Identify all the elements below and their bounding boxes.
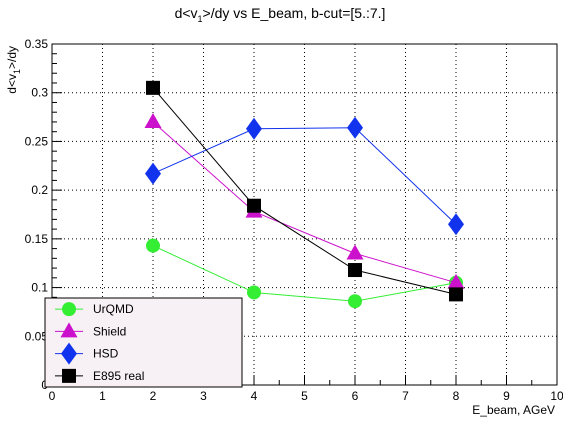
x-tick-label: 2 xyxy=(150,389,157,403)
x-tick-label: 9 xyxy=(503,389,510,403)
series-hsd xyxy=(145,116,464,236)
legend-label-urqmd: UrQMD xyxy=(93,302,134,316)
data-point-hsd xyxy=(246,117,262,140)
data-point-urqmd xyxy=(247,285,261,300)
data-point-hsd xyxy=(347,116,363,139)
legend-marker-shield xyxy=(60,322,78,338)
x-tick-label: 7 xyxy=(402,389,409,403)
series-e895-real xyxy=(146,80,463,302)
data-point-e895-real xyxy=(449,287,463,302)
data-point-e895-real xyxy=(146,80,160,95)
series-line-shield xyxy=(152,121,457,284)
y-tick-label: 0.25 xyxy=(25,134,49,148)
data-point-e895-real xyxy=(247,198,261,213)
legend-marker-e895-real xyxy=(62,368,76,383)
data-point-shield xyxy=(447,273,465,289)
y-tick-label: 0.35 xyxy=(25,37,49,51)
axes: 01234567891000.050.10.150.20.250.30.35 xyxy=(25,37,563,403)
legend: UrQMD Shield HSD E895 real xyxy=(44,297,243,388)
x-tick-label: 3 xyxy=(200,389,207,403)
y-tick-label: 0.05 xyxy=(25,329,49,343)
x-tick-label: 5 xyxy=(301,389,308,403)
series-line-urqmd xyxy=(152,245,457,302)
legend-label-e895-real: E895 real xyxy=(93,369,144,383)
y-axis-label: d<v1>/dy xyxy=(5,46,22,94)
x-tick-label: 4 xyxy=(251,389,258,403)
data-point-urqmd xyxy=(348,294,362,309)
y-tick-label: 0.15 xyxy=(25,232,49,246)
legend-marker-hsd xyxy=(61,342,77,365)
x-axis-label: E_beam, AGeV xyxy=(472,403,555,417)
data-point-shield xyxy=(144,112,162,128)
y-tick-label: 0.1 xyxy=(31,281,48,295)
data-point-urqmd xyxy=(146,238,160,253)
legend-label-shield: Shield xyxy=(93,324,126,338)
data-point-hsd xyxy=(145,162,161,185)
y-tick-label: 0.3 xyxy=(31,86,48,100)
legend-label-hsd: HSD xyxy=(93,347,119,361)
x-tick-label: 1 xyxy=(99,389,106,403)
legend-box xyxy=(44,297,243,388)
series-layer xyxy=(144,80,465,309)
legend-marker-urqmd xyxy=(62,302,76,317)
x-tick-label: 0 xyxy=(49,389,56,403)
series-line-e895-real xyxy=(152,87,457,295)
data-point-shield xyxy=(346,244,364,260)
y-tick-label: 0.2 xyxy=(31,183,48,197)
series-line-hsd xyxy=(152,127,457,225)
data-point-hsd xyxy=(448,213,464,236)
data-point-e895-real xyxy=(348,263,362,278)
x-tick-label: 6 xyxy=(352,389,359,403)
chart-title: d<v1>/dy vs E_beam, b-cut=[5.:7.] xyxy=(175,5,386,24)
x-tick-label: 10 xyxy=(550,389,563,403)
x-tick-label: 8 xyxy=(453,389,460,403)
